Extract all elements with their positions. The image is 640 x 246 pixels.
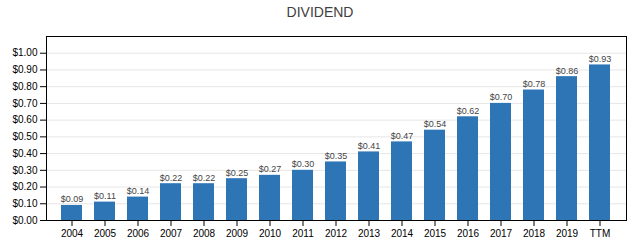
svg-text:$0.30: $0.30 [292,159,315,169]
svg-text:$0.22: $0.22 [193,173,216,183]
svg-text:2015: 2015 [424,228,447,239]
svg-text:2006: 2006 [127,228,150,239]
svg-text:$0.80: $0.80 [12,81,37,92]
svg-text:2004: 2004 [61,228,84,239]
svg-text:$0.70: $0.70 [12,98,37,109]
svg-text:$0.50: $0.50 [12,131,37,142]
svg-text:2016: 2016 [457,228,480,239]
svg-text:$0.78: $0.78 [523,79,546,89]
svg-text:$0.11: $0.11 [94,191,116,201]
svg-text:$0.90: $0.90 [12,64,37,75]
svg-text:2017: 2017 [490,228,513,239]
svg-text:$0.09: $0.09 [61,194,84,204]
svg-text:$0.62: $0.62 [457,106,480,116]
svg-text:2013: 2013 [358,228,381,239]
svg-text:$0.22: $0.22 [160,173,183,183]
svg-text:2008: 2008 [193,228,216,239]
svg-text:$0.93: $0.93 [589,54,612,64]
svg-text:2005: 2005 [94,228,117,239]
svg-text:$0.54: $0.54 [424,119,447,129]
svg-text:2012: 2012 [325,228,348,239]
svg-text:$0.70: $0.70 [490,92,513,102]
svg-text:2018: 2018 [523,228,546,239]
svg-text:$0.14: $0.14 [127,186,150,196]
svg-text:TTM: TTM [590,228,611,239]
svg-text:$0.25: $0.25 [226,168,249,178]
svg-text:$0.60: $0.60 [12,114,37,125]
svg-text:2007: 2007 [160,228,183,239]
svg-text:$1.00: $1.00 [12,47,37,58]
svg-text:$0.40: $0.40 [12,148,37,159]
svg-text:$0.47: $0.47 [391,131,414,141]
svg-text:$0.41: $0.41 [358,141,381,151]
svg-text:$0.86: $0.86 [556,66,579,76]
svg-text:2009: 2009 [226,228,249,239]
svg-text:$0.35: $0.35 [325,151,348,161]
svg-text:2010: 2010 [259,228,282,239]
svg-text:$0.27: $0.27 [259,164,282,174]
svg-text:$0.30: $0.30 [12,165,37,176]
svg-text:$0.00: $0.00 [12,215,37,226]
svg-text:2019: 2019 [556,228,579,239]
svg-text:$0.20: $0.20 [12,181,37,192]
html-text:DIVIDEND: DIVIDEND [286,4,354,20]
svg-text:$0.10: $0.10 [12,198,37,209]
svg-text:2014: 2014 [391,228,414,239]
svg-text:2011: 2011 [292,228,314,239]
